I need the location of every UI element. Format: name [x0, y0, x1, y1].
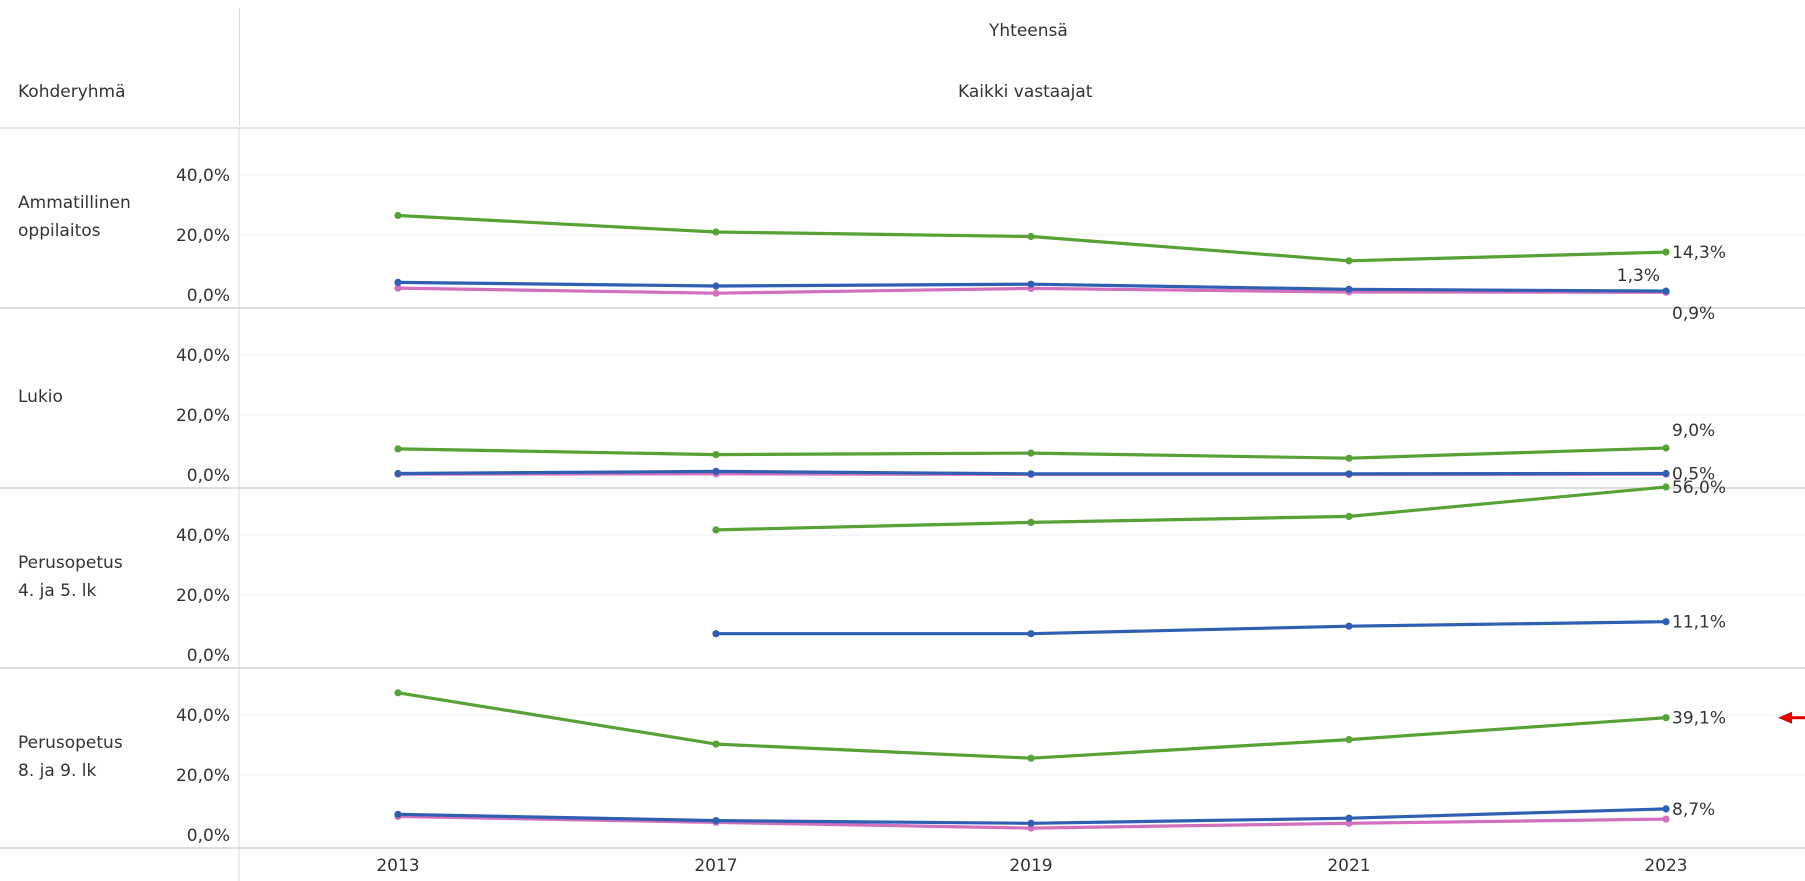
- data-point-blue: [1027, 280, 1035, 288]
- data-point-green: [394, 211, 402, 220]
- data-label: 11,1%: [1672, 613, 1726, 633]
- data-point-green: [712, 740, 720, 748]
- column-sub-header: Kaikki vastaajat: [958, 82, 1093, 102]
- row-header: Kohderyhmä: [18, 82, 126, 102]
- data-point-blue: [1027, 819, 1035, 827]
- series-line-green: [715, 485, 1667, 532]
- data-point-blue: [1662, 469, 1670, 478]
- data-point-green: [712, 451, 720, 459]
- x-tick-label: 2013: [376, 856, 419, 876]
- row-label: Ammatillinen: [18, 193, 131, 213]
- y-tick-label: 40,0%: [176, 526, 230, 546]
- y-tick-label: 20,0%: [176, 226, 230, 246]
- data-point-blue: [1345, 814, 1353, 822]
- data-point-pink: [1345, 819, 1353, 827]
- y-tick-label: 20,0%: [176, 406, 230, 426]
- data-label: 39,1%: [1672, 709, 1726, 729]
- data-point-green: [1345, 736, 1353, 744]
- x-tick-label: 2019: [1009, 856, 1052, 876]
- row-label: Lukio: [18, 387, 63, 407]
- data-point-blue: [1027, 630, 1035, 638]
- data-point-green: [712, 228, 720, 236]
- y-tick-label: 40,0%: [176, 166, 230, 186]
- data-point-green: [1345, 454, 1353, 462]
- data-point-blue: [712, 467, 720, 475]
- data-point-pink: [712, 289, 720, 297]
- data-label: 14,3%: [1672, 243, 1726, 263]
- y-tick-label: 0,0%: [187, 466, 230, 486]
- data-label: 0,9%: [1672, 304, 1715, 324]
- data-label: 9,0%: [1672, 421, 1715, 441]
- highlight-arrow-icon: [1778, 711, 1792, 724]
- series-line-blue: [716, 620, 1667, 636]
- data-point-green: [712, 526, 720, 534]
- row-label: 8. ja 9. lk: [18, 761, 97, 781]
- y-tick-label: 0,0%: [187, 646, 230, 666]
- data-point-blue: [1345, 622, 1353, 630]
- y-tick-label: 0,0%: [187, 826, 230, 846]
- data-point-blue: [1662, 287, 1670, 295]
- data-point-pink: [1662, 815, 1670, 823]
- data-label: 56,0%: [1672, 478, 1726, 498]
- data-point-blue: [1345, 285, 1353, 293]
- data-point-green: [1027, 232, 1035, 241]
- header-divider: [239, 8, 240, 126]
- row-label: 4. ja 5. lk: [18, 581, 97, 601]
- series-line-green: [397, 691, 1667, 760]
- data-point-blue: [394, 278, 402, 286]
- data-point-green: [1662, 444, 1670, 452]
- data-point-green: [1662, 248, 1670, 256]
- row-label: oppilaitos: [18, 221, 101, 241]
- data-point-blue: [394, 810, 402, 818]
- y-tick-label: 0,0%: [187, 286, 230, 306]
- row-label: Perusopetus: [18, 553, 123, 573]
- data-point-blue: [1662, 805, 1670, 813]
- y-tick-label: 40,0%: [176, 346, 230, 366]
- data-point-green: [1027, 754, 1035, 762]
- x-tick-label: 2017: [694, 856, 737, 876]
- data-label: 0,5%: [1672, 465, 1715, 485]
- data-label: 8,7%: [1672, 800, 1715, 820]
- y-tick-label: 20,0%: [176, 766, 230, 786]
- column-group-header: Yhteensä: [989, 21, 1068, 41]
- x-tick-label: 2021: [1327, 856, 1370, 876]
- data-point-green: [394, 445, 402, 453]
- y-tick-label: 20,0%: [176, 586, 230, 606]
- data-point-blue: [712, 282, 720, 290]
- data-point-blue: [712, 630, 720, 638]
- x-tick-label: 2023: [1644, 856, 1687, 876]
- data-point-green: [1662, 483, 1670, 491]
- data-point-green: [1345, 512, 1353, 521]
- y-tick-label: 40,0%: [176, 706, 230, 726]
- row-label: Perusopetus: [18, 733, 123, 753]
- data-label: 1,3%: [1617, 266, 1660, 286]
- data-point-blue: [1345, 470, 1353, 478]
- data-point-green: [394, 689, 402, 697]
- data-point-green: [1662, 714, 1670, 722]
- data-point-green: [1027, 449, 1035, 457]
- data-point-blue: [394, 469, 402, 478]
- data-point-green: [1345, 257, 1353, 265]
- data-point-green: [1027, 518, 1035, 527]
- data-point-blue: [712, 817, 720, 825]
- data-point-pink: [394, 284, 402, 292]
- data-point-blue: [1027, 470, 1035, 478]
- data-point-blue: [1662, 618, 1670, 626]
